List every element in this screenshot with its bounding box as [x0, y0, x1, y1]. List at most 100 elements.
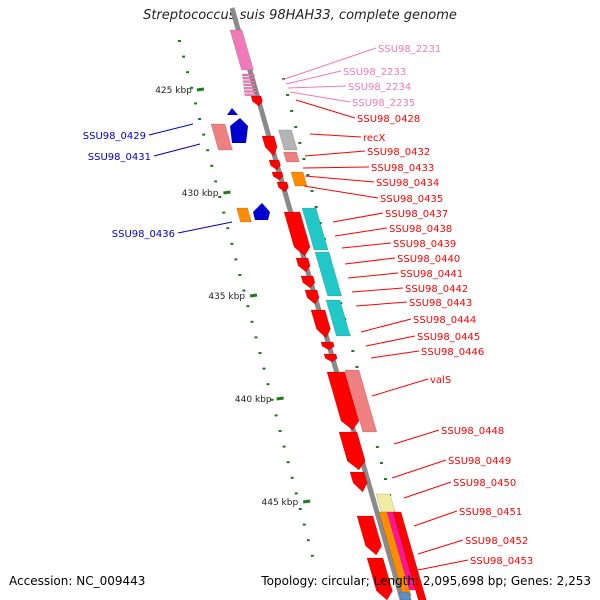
tick-mark [270, 398, 274, 401]
tick-mark [266, 383, 270, 386]
gene-label: valS [430, 375, 451, 386]
leader-line [295, 99, 356, 119]
leader-line [309, 133, 362, 138]
gene-label: SSU98_0438 [389, 224, 452, 235]
gene-feature-orange-left [236, 207, 252, 223]
leader-line [341, 242, 392, 249]
tick-mark [294, 126, 298, 128]
scale-label: 435 kbp [208, 292, 245, 302]
leader-line [417, 559, 469, 571]
gene-feature-pink-stripe [243, 90, 257, 93]
gene-feature-grey [278, 129, 298, 151]
leader-line [153, 143, 201, 157]
leader-line [413, 510, 458, 527]
major-tick [223, 190, 231, 195]
tick-mark [294, 492, 298, 495]
leader-line [303, 185, 379, 199]
gene-label: SSU98_0450 [453, 478, 516, 489]
gene-feature-0431 [230, 118, 248, 143]
gene-label: SSU98_0448 [441, 426, 504, 437]
gene-feature-pink-stripe [241, 73, 255, 77]
tick-mark [384, 478, 387, 480]
gene-feature-pink-stripe [242, 83, 257, 87]
map-title: Streptococcus suis 98HAH33, complete gen… [143, 8, 457, 23]
leader-line [391, 459, 447, 479]
tick-mark [302, 523, 306, 526]
gene-feature-0438 [301, 207, 329, 251]
major-tick [196, 87, 205, 92]
genome-backbone [229, 7, 405, 600]
gene-label: SSU98_0429 [83, 131, 146, 142]
tick-mark [286, 461, 290, 464]
gene-feature-pink-stripe [244, 93, 258, 97]
leader-line [351, 287, 404, 293]
gene-label: SSU98_0449 [448, 456, 511, 467]
gene-feature-0446 [323, 353, 338, 363]
tick-mark [306, 539, 310, 542]
tick-mark [274, 414, 278, 417]
gene-label: SSU98_0432 [367, 147, 430, 158]
gene-label: SSU98_0445 [417, 332, 480, 343]
gene-label: SSU98_0453 [470, 556, 533, 567]
tick-mark [375, 446, 379, 448]
tick-mark [254, 336, 258, 339]
leader-line [417, 539, 464, 555]
scale-label: 425 kbp [155, 86, 192, 96]
gene-label: SSU98_0451 [459, 507, 522, 518]
gene-feature-0453 [386, 511, 416, 591]
gene-feature-blue-small [227, 108, 238, 115]
gene-label: SSU98_0428 [357, 114, 420, 125]
gene-feature-0441 [300, 275, 316, 289]
gene-feature-0428 [250, 95, 263, 107]
tick-mark [286, 94, 290, 96]
tick-mark [310, 190, 314, 192]
scale-label: 445 kbp [262, 498, 299, 508]
gene-label: SSU98_0452 [465, 536, 528, 547]
gene-label: SSU98_2235 [352, 98, 415, 109]
label-leader-lines [148, 47, 469, 571]
tick-mark [214, 180, 218, 183]
gene-label: SSU98_0446 [421, 347, 484, 358]
gene-feature-0444 [310, 309, 331, 339]
tick-mark [246, 305, 250, 308]
tick-mark [302, 158, 306, 160]
gene-label: SSU98_0436 [112, 229, 175, 240]
leader-line [332, 212, 384, 223]
leader-line [289, 91, 351, 103]
leader-line [302, 166, 370, 169]
leader-line [304, 175, 375, 183]
leader-line [344, 257, 396, 265]
gene-label: SSU98_0431 [88, 152, 151, 163]
leader-line [355, 301, 408, 307]
gene-label: SSU98_2234 [348, 82, 411, 93]
gene-feature-0449 [349, 471, 368, 493]
tick-mark [258, 352, 262, 354]
leader-line [334, 227, 388, 237]
gene-feature-pink-stripe [242, 77, 256, 80]
tick-mark [290, 110, 294, 112]
backbone-line [229, 7, 405, 600]
gene-feature-valS [344, 369, 378, 433]
gene-label: SSU98_2231 [378, 44, 441, 55]
tick-mark [230, 242, 234, 245]
gene-label: SSU98_0433 [371, 163, 434, 174]
leader-line [371, 378, 429, 397]
leader-line [347, 272, 399, 279]
tick-mark [250, 320, 254, 323]
gene-label: recX [363, 133, 386, 144]
gene-feature-0442 [304, 289, 320, 305]
gene-label: SSU98_0440 [397, 254, 460, 265]
gene-feature-steelblue [398, 591, 412, 600]
tick-mark [210, 164, 214, 167]
tick-mark [202, 133, 206, 136]
tick-mark [226, 227, 230, 230]
leader-line [403, 481, 452, 499]
gene-label: SSU98_0444 [413, 315, 476, 326]
gene-label: SSU98_0434 [376, 178, 439, 189]
tick-mark [238, 274, 242, 276]
gene-feature-0439 [295, 257, 311, 273]
genome-summary-text: Topology: circular; Length: 2,095,698 bp… [261, 574, 591, 588]
tick-mark [234, 258, 238, 261]
tick-mark [222, 211, 226, 214]
